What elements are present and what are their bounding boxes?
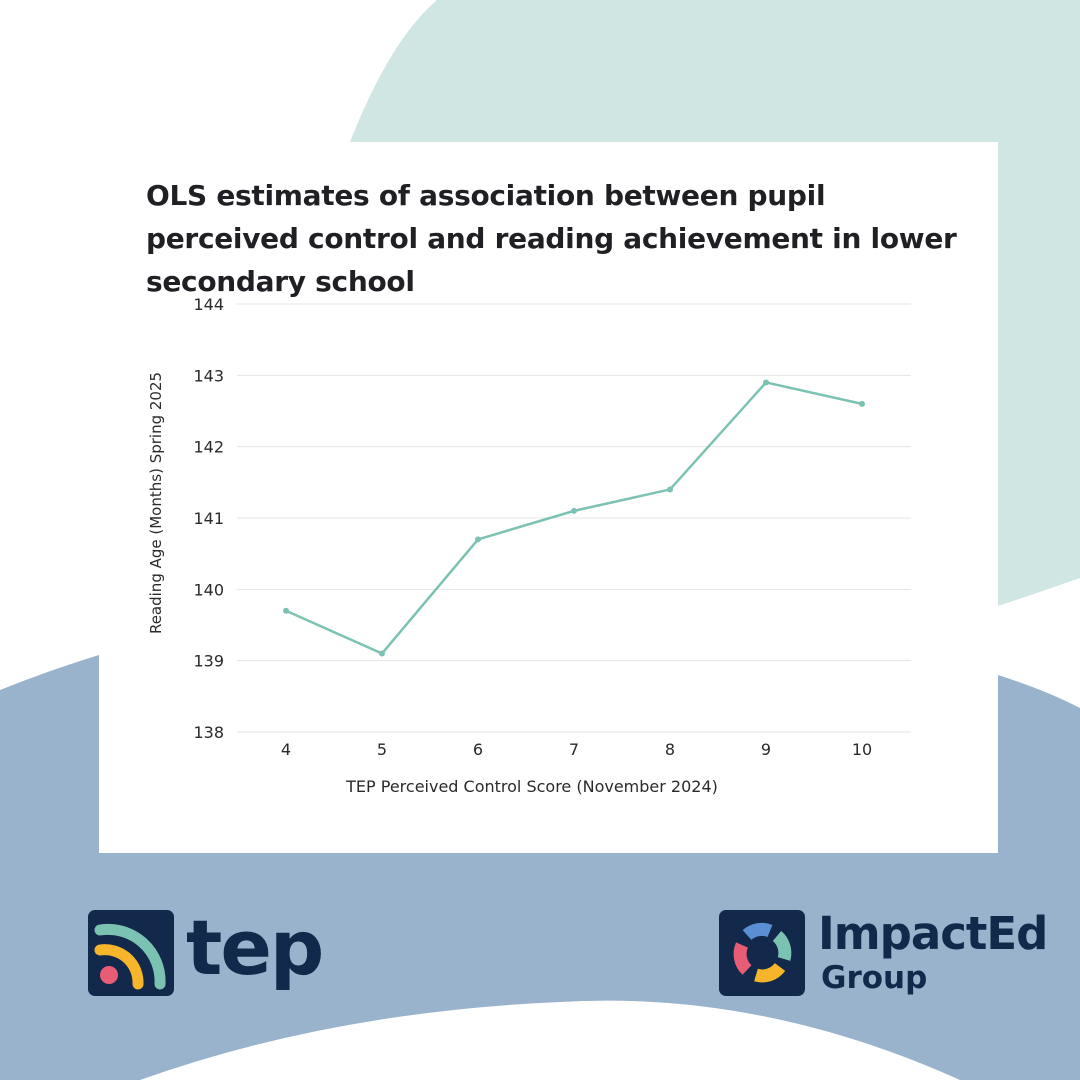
data-point [571,507,577,514]
x-axis-ticks: 4 5 6 7 8 9 10 [281,740,872,759]
chart-title: OLS estimates of association between pup… [146,179,957,298]
y-tick-label: 138 [193,723,224,742]
x-tick-label: 4 [281,740,291,759]
y-tick-label: 142 [193,438,224,457]
data-series [283,379,865,657]
x-tick-label: 10 [852,740,872,759]
data-point [283,607,289,614]
y-axis-label: Reading Age (Months) Spring 2025 [147,372,165,634]
chart-card [99,142,998,853]
mint-shape [350,0,1080,606]
x-tick-label: 7 [569,740,579,759]
y-tick-label: 141 [193,509,224,528]
gridlines [237,303,911,733]
data-point [859,400,865,407]
y-tick-label: 143 [193,366,224,385]
impacted-logo-subtext: Group [821,960,928,996]
y-tick-label: 139 [193,652,224,671]
tep-signal-icon [88,910,174,996]
data-point [763,379,769,386]
blue-shape [0,655,1080,1080]
data-point [475,536,481,543]
tep-logo-text: tep [186,903,324,992]
impacted-logo-text: ImpactEd [818,907,1048,960]
x-tick-label: 5 [377,740,387,759]
x-axis-label: TEP Perceived Control Score (November 20… [345,777,718,796]
data-point [667,486,673,493]
x-tick-label: 6 [473,740,483,759]
impacted-ring-icon [719,910,805,996]
y-axis-ticks: 138 139 140 141 142 143 144 [193,295,224,742]
x-tick-label: 9 [761,740,771,759]
data-point [379,650,385,657]
y-tick-label: 140 [193,580,224,599]
x-tick-label: 8 [665,740,675,759]
y-tick-label: 144 [193,295,224,314]
